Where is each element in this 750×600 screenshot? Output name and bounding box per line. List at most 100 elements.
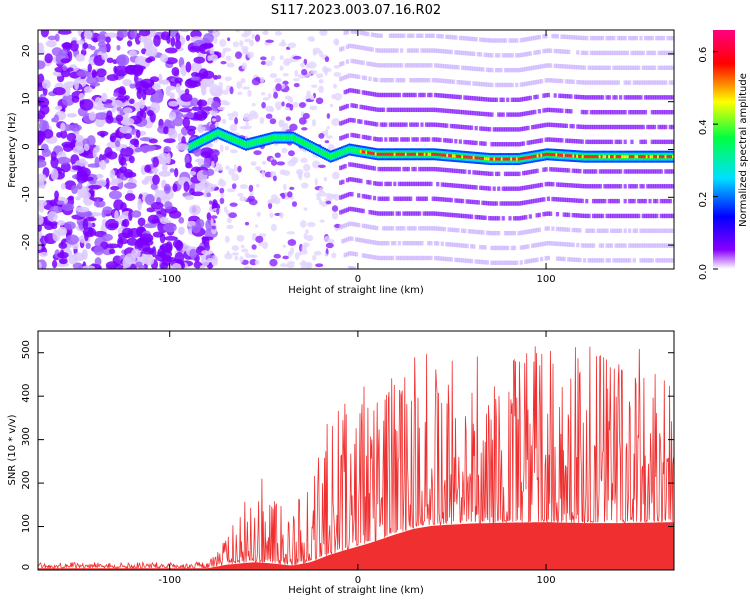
heatmap-band-cell bbox=[361, 164, 365, 169]
heatmap-band-cell bbox=[499, 67, 503, 73]
heatmap-cell bbox=[71, 95, 80, 103]
heatmap-band-cell bbox=[350, 132, 354, 138]
heatmap-band-cell bbox=[454, 139, 458, 144]
heatmap-band-cell bbox=[535, 227, 539, 233]
heatmap-band-cell bbox=[409, 92, 413, 98]
heatmap-band-cell bbox=[585, 80, 589, 85]
heatmap-band-cell bbox=[352, 177, 356, 183]
heatmap-band-cell bbox=[460, 184, 465, 189]
heatmap-band-cell bbox=[670, 139, 674, 145]
heatmap-band-cell bbox=[632, 65, 636, 70]
heatmap-band-cell bbox=[628, 65, 632, 70]
heatmap-band-cell bbox=[535, 79, 539, 85]
heatmap-band-cell bbox=[605, 124, 609, 130]
heatmap-band-cell bbox=[386, 48, 390, 53]
heatmap-ridge-cell bbox=[269, 136, 272, 142]
heatmap-band-cell bbox=[571, 212, 575, 218]
heatmap-band-cell bbox=[343, 193, 347, 199]
heatmap-band-cell bbox=[400, 226, 404, 231]
heatmap-cell bbox=[287, 42, 297, 49]
heatmap-band-cell bbox=[418, 92, 422, 98]
heatmap-band-cell bbox=[580, 183, 584, 189]
heatmap-cell bbox=[292, 78, 300, 82]
heatmap-ridge-cell bbox=[263, 137, 266, 143]
heatmap-band-cell bbox=[655, 228, 659, 233]
heatmap-band-cell bbox=[341, 135, 345, 140]
heatmap-band-cell bbox=[377, 63, 381, 68]
heatmap-band-cell bbox=[596, 80, 600, 85]
heatmap-band-cell bbox=[345, 177, 350, 183]
heatmap-band-cell bbox=[381, 226, 386, 231]
heatmap-cell bbox=[199, 147, 214, 159]
heatmap-band-cell bbox=[506, 67, 510, 73]
heatmap-band-cell bbox=[605, 184, 609, 189]
heatmap-band-cell bbox=[533, 198, 537, 204]
heatmap-band-cell bbox=[488, 53, 492, 58]
heatmap-band-cell bbox=[483, 260, 487, 265]
heatmap-ridge-cell bbox=[384, 152, 387, 156]
heatmap-cell bbox=[62, 65, 68, 72]
heatmap-band-cell bbox=[623, 110, 627, 115]
heatmap-band-cell bbox=[643, 139, 648, 145]
heatmap-band-cell bbox=[517, 127, 521, 132]
heatmap-cell bbox=[212, 149, 220, 157]
heatmap-cell bbox=[261, 169, 265, 178]
heatmap-band-cell bbox=[363, 164, 368, 170]
heatmap-ridge-cell bbox=[324, 151, 327, 157]
heatmap-band-cell bbox=[639, 124, 643, 130]
heatmap-band-cell bbox=[388, 107, 392, 113]
heatmap-band-cell bbox=[454, 257, 458, 262]
heatmap-band-cell bbox=[390, 92, 395, 98]
heatmap-band-cell bbox=[607, 243, 611, 248]
heatmap-cell bbox=[38, 214, 44, 226]
heatmap-band-cell bbox=[567, 34, 571, 40]
heatmap-band-cell bbox=[361, 134, 365, 140]
heatmap-band-cell bbox=[458, 243, 462, 248]
heatmap-ridge-cell bbox=[572, 154, 575, 158]
heatmap-cell bbox=[57, 30, 72, 35]
heatmap-band-cell bbox=[409, 240, 413, 246]
heatmap-band-cell bbox=[415, 137, 420, 142]
heatmap-band-cell bbox=[535, 50, 539, 55]
heatmap-band-cell bbox=[440, 48, 444, 54]
heatmap-band-cell bbox=[377, 166, 381, 172]
heatmap-band-cell bbox=[456, 183, 460, 189]
heatmap-ridge-cell bbox=[657, 155, 660, 159]
heatmap-cell bbox=[220, 60, 227, 65]
heatmap-cell bbox=[275, 83, 282, 92]
heatmap-band-cell bbox=[506, 201, 510, 206]
heatmap-band-cell bbox=[490, 53, 494, 58]
heatmap-band-cell bbox=[641, 243, 645, 248]
heatmap-band-cell bbox=[571, 183, 575, 188]
heatmap-band-cell bbox=[643, 110, 648, 115]
heatmap-cell bbox=[83, 30, 93, 40]
heatmap-cell bbox=[269, 73, 278, 78]
heatmap-band-cell bbox=[526, 110, 530, 116]
heatmap-band-cell bbox=[372, 92, 377, 97]
heatmap-band-cell bbox=[553, 78, 557, 83]
heatmap-cell bbox=[113, 65, 118, 73]
heatmap-band-cell bbox=[368, 135, 372, 141]
heatmap-ridge-cell bbox=[534, 154, 537, 158]
heatmap-band-cell bbox=[519, 126, 523, 132]
heatmap-band-cell bbox=[625, 258, 630, 263]
heatmap-band-cell bbox=[485, 37, 490, 43]
heatmap-band-cell bbox=[420, 48, 424, 53]
heatmap-band-cell bbox=[447, 49, 451, 54]
heatmap-band-cell bbox=[460, 50, 465, 56]
heatmap-band-cell bbox=[589, 65, 593, 70]
heatmap-band-cell bbox=[354, 237, 359, 242]
heatmap-band-cell bbox=[623, 95, 627, 100]
heatmap-band-cell bbox=[515, 38, 519, 43]
heatmap-cell bbox=[273, 253, 282, 259]
heatmap-band-cell bbox=[646, 65, 650, 70]
heatmap-cell bbox=[279, 55, 284, 60]
heatmap-band-cell bbox=[600, 50, 605, 56]
heatmap-band-cell bbox=[424, 166, 429, 172]
heatmap-band-cell bbox=[641, 258, 645, 263]
heatmap-cell bbox=[128, 209, 133, 222]
heatmap-cell bbox=[185, 34, 191, 42]
heatmap-band-cell bbox=[397, 211, 401, 216]
heatmap-band-cell bbox=[460, 80, 465, 85]
heatmap-band-cell bbox=[406, 33, 411, 38]
